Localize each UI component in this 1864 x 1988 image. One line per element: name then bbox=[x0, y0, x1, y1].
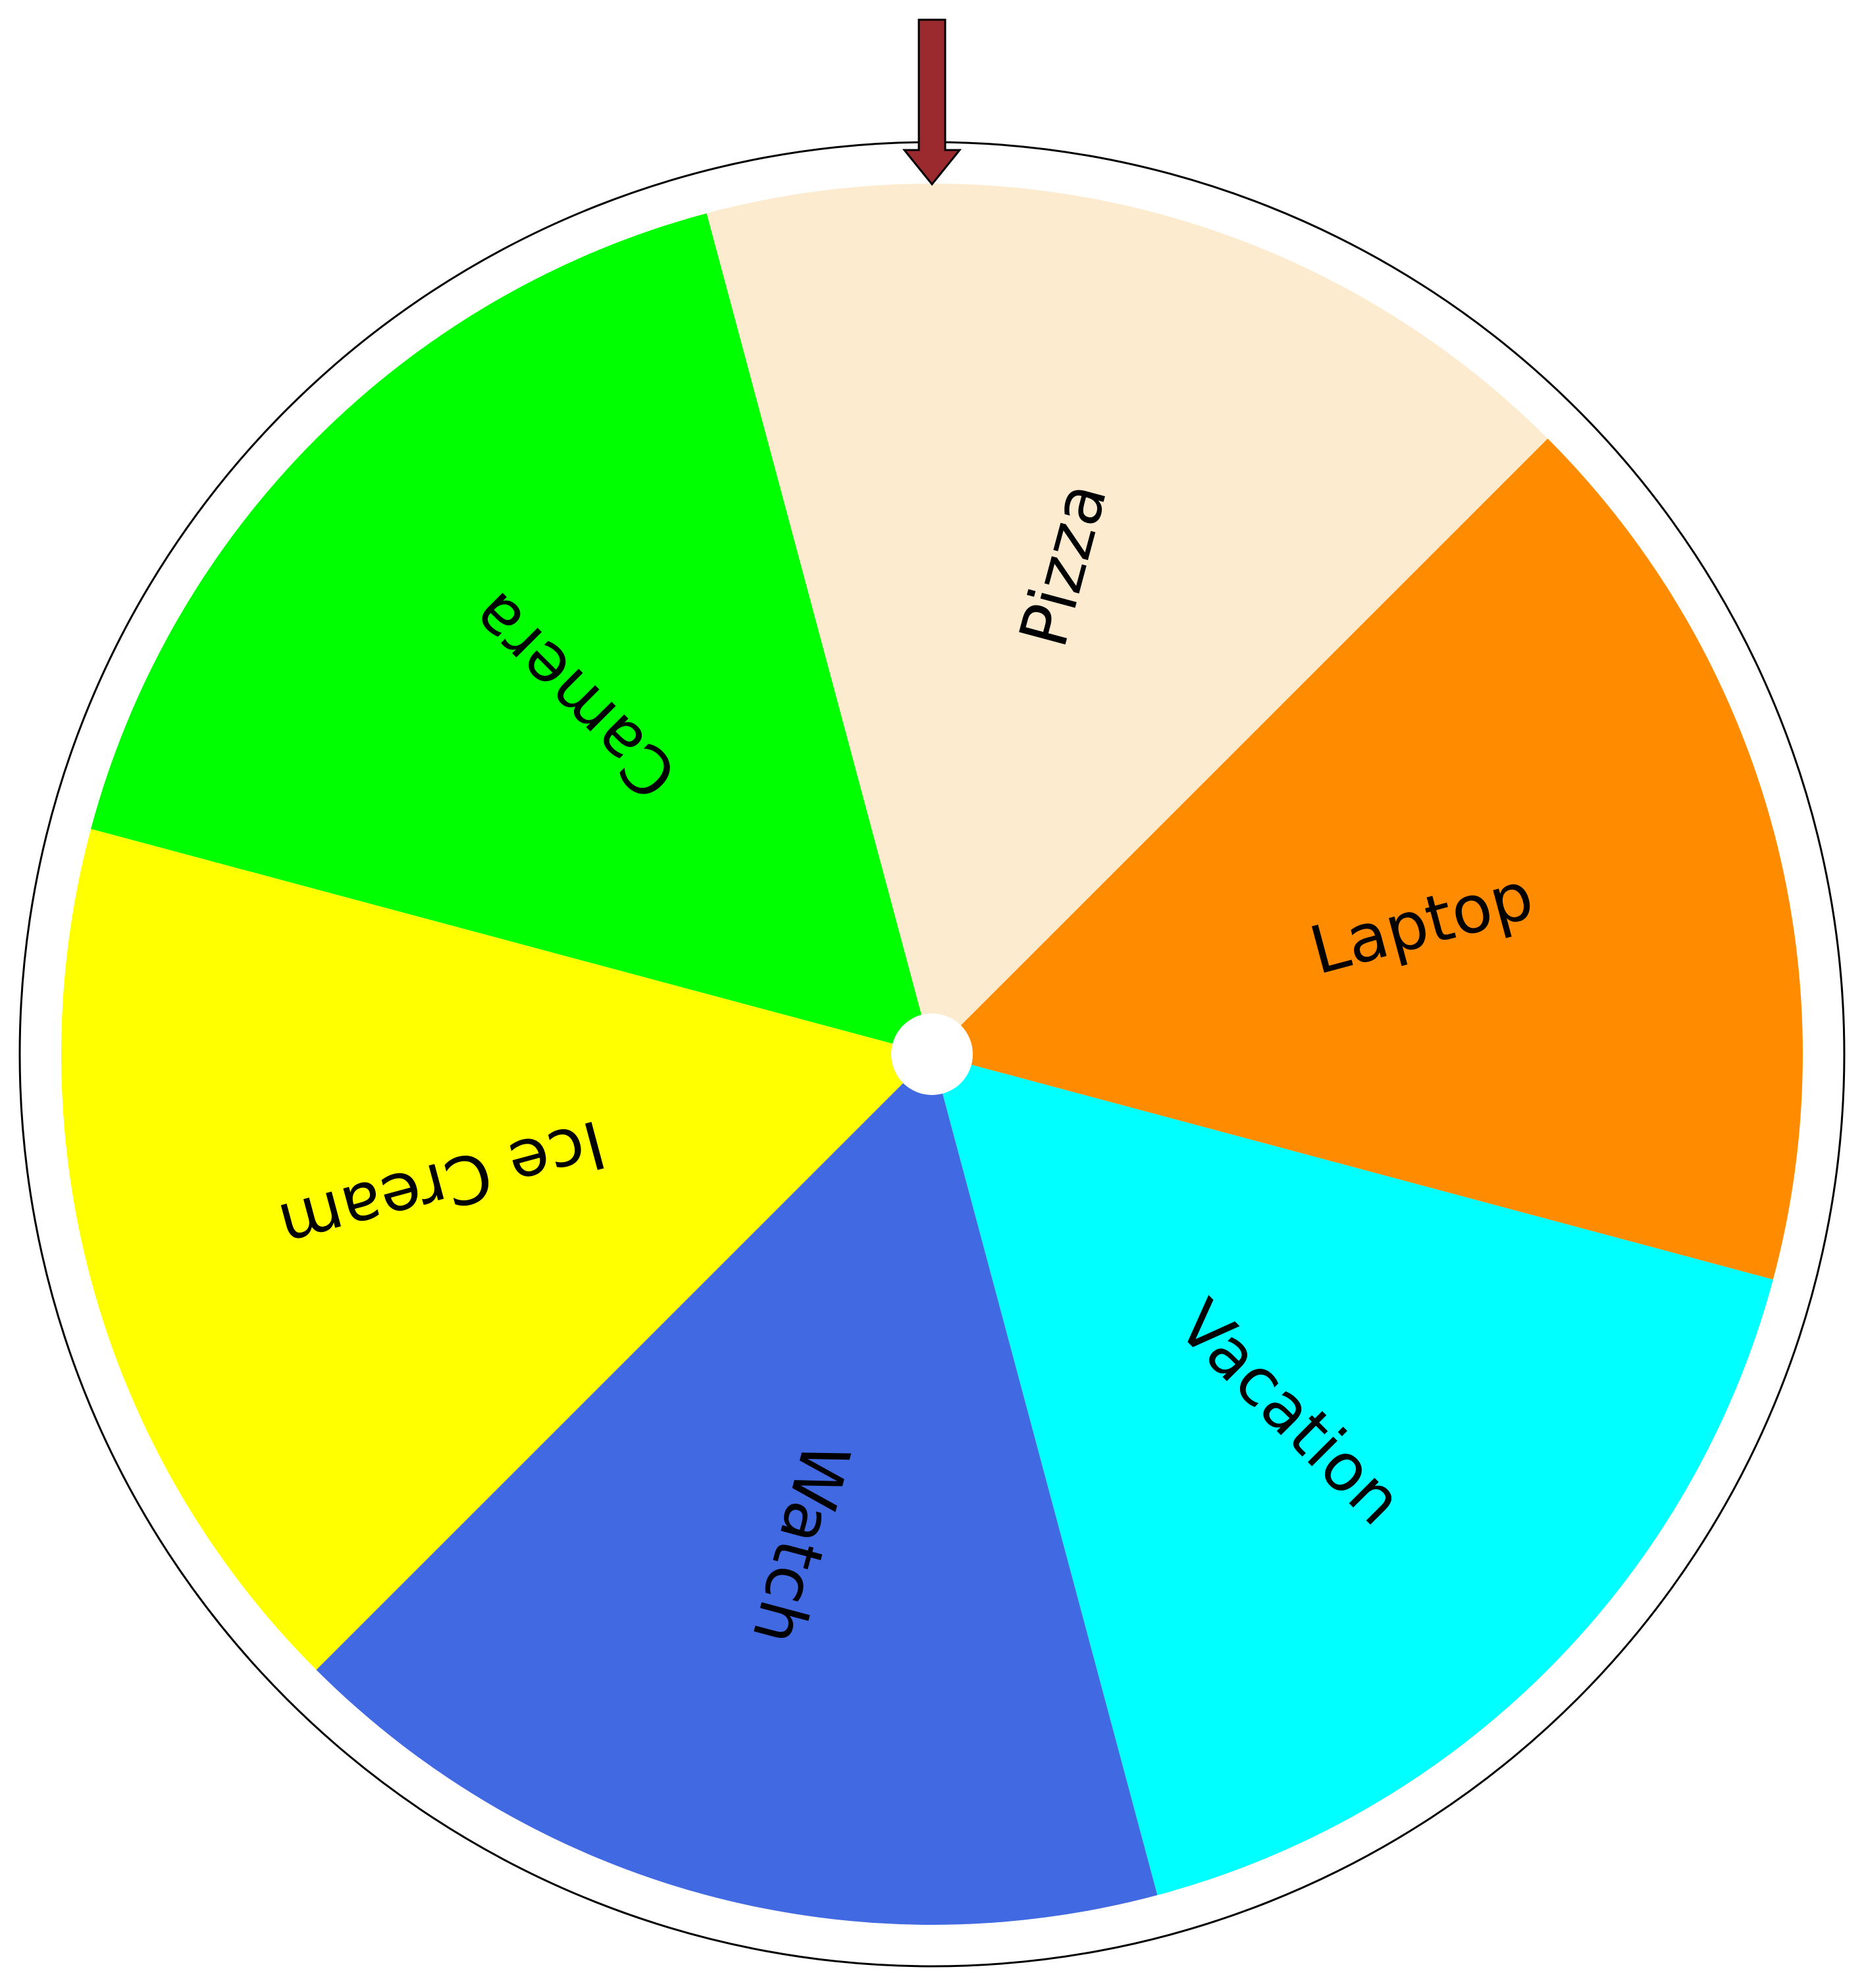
segment-pizza bbox=[706, 184, 1548, 1055]
wheel-segments bbox=[61, 184, 1803, 1925]
segment-camera bbox=[91, 213, 933, 1055]
segment-laptop bbox=[932, 438, 1803, 1280]
segment-ice-cream bbox=[61, 828, 933, 1670]
segment-watch bbox=[316, 1054, 1158, 1925]
wheel-hub[interactable] bbox=[891, 1013, 973, 1095]
pointer-arrow-icon bbox=[902, 18, 962, 186]
segment-vacation bbox=[932, 1054, 1773, 1895]
